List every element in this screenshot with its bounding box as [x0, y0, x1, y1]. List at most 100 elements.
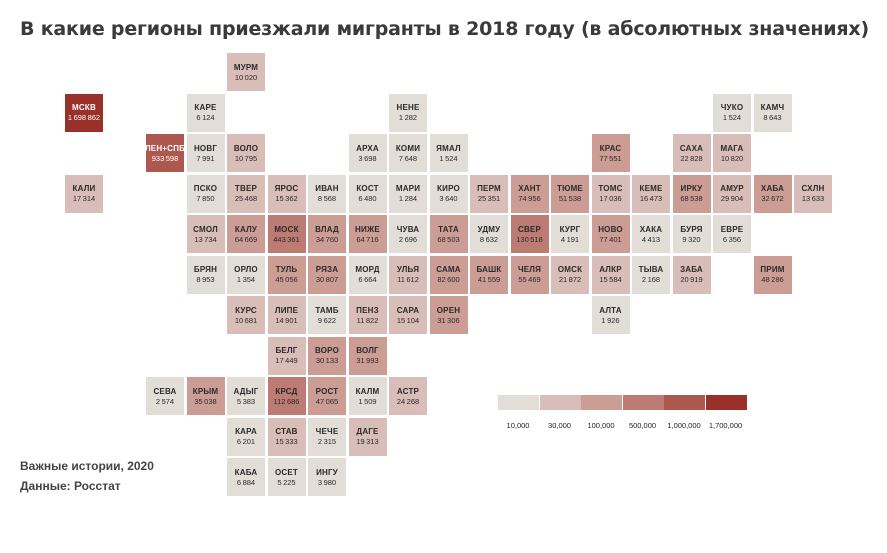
region-tile-нене: НЕНЕ 1 282 [389, 93, 427, 132]
region-tile-кара: КАРА 6 201 [227, 417, 265, 456]
region-code: САХА [679, 143, 704, 153]
region-value: 1 926 [601, 315, 620, 325]
region-code: САМА [436, 265, 461, 274]
region-value: 31 993 [356, 356, 379, 365]
region-value: 130 518 [516, 234, 543, 244]
region-code: МОРД [355, 265, 380, 274]
region-value: 2 574 [155, 396, 175, 406]
region-code: ОМСК [557, 265, 583, 274]
region-value: 6 884 [236, 477, 256, 487]
region-value: 1 354 [236, 275, 256, 284]
region-value: 77 551 [599, 153, 622, 163]
region-value: 30 133 [315, 356, 339, 365]
legend-swatch [581, 395, 622, 410]
region-code: ВОРО [314, 346, 340, 355]
region-value: 25 468 [234, 194, 258, 203]
region-value: 4 191 [560, 234, 580, 244]
region-value: 21 872 [558, 275, 582, 284]
region-value: 35 038 [194, 396, 217, 406]
region-tile-пенз: ПЕНЗ 11 822 [348, 296, 387, 334]
region-code: ПЕРМ [477, 184, 501, 193]
region-code: ЯРОС [274, 184, 299, 193]
region-value: 32 672 [761, 194, 784, 203]
region-code: НОВО [598, 224, 623, 234]
region-code: БРЯН [193, 265, 218, 274]
region-code: МУРМ [233, 62, 259, 72]
region-tile-иван: ИВАН 8 568 [308, 174, 346, 213]
region-value: 6 356 [722, 234, 742, 244]
region-value: 7 991 [196, 153, 215, 163]
region-code: ЧУВА [396, 224, 420, 234]
region-tile-твер: ТВЕР 25 468 [227, 174, 265, 213]
region-tile-став: СТАВ 15 333 [267, 417, 306, 456]
region-tile-удму: УДМУ 8 632 [470, 215, 508, 253]
region-tile-кост: КОСТ 6 480 [348, 174, 387, 213]
region-value: 15 362 [275, 194, 298, 203]
region-value: 16 473 [639, 194, 663, 203]
region-code: ОРЛО [234, 265, 258, 274]
region-value: 17 036 [599, 194, 622, 203]
region-value: 2 696 [398, 234, 418, 244]
region-code: НЕНЕ [396, 103, 420, 112]
region-tile-мскв: МСКВ 1 698 862 [65, 93, 103, 132]
region-value: 9 320 [682, 234, 701, 244]
region-value: 6 201 [236, 437, 256, 446]
region-tile-кург: КУРГ 4 191 [551, 215, 589, 253]
legend-label: 500,000 [628, 421, 657, 430]
region-value: 41 559 [477, 275, 501, 284]
region-code: СМОЛ [193, 224, 218, 234]
region-tile-воро: ВОРО 30 133 [308, 336, 346, 375]
region-code: МАРИ [395, 184, 421, 193]
region-tile-сева: СЕВА 2 574 [146, 377, 184, 415]
region-value: 55 469 [518, 275, 541, 284]
region-code: КУРС [235, 305, 257, 315]
region-code: КРЫМ [192, 386, 219, 396]
region-value: 15 333 [275, 437, 298, 446]
region-code: СХЛН [801, 184, 825, 193]
region-tile-моск: МОСК 443 361 [267, 215, 306, 253]
legend-swatch [664, 395, 705, 410]
region-tile-крым: КРЫМ 35 038 [186, 377, 225, 415]
region-tile-мари: МАРИ 1 284 [389, 174, 427, 213]
region-code: КРАС [599, 143, 622, 153]
region-code: ВЛАД [315, 224, 339, 234]
region-tile-пско: ПСКО 7 850 [186, 174, 225, 213]
region-tile-прим: ПРИМ 48 286 [753, 255, 792, 294]
region-tile-сама: САМА 82 600 [429, 255, 468, 294]
region-value: 5 225 [277, 477, 296, 487]
region-code: КАРА [235, 427, 257, 436]
region-value: 8 953 [196, 275, 215, 284]
region-tile-крас: КРАС 77 551 [591, 134, 630, 172]
region-code: КАБА [234, 467, 258, 477]
region-value: 1 524 [439, 153, 458, 163]
region-code: КОМИ [395, 143, 421, 153]
region-tile-киро: КИРО 3 640 [429, 174, 468, 213]
region-tile-ниже: НИЖЕ 64 716 [348, 215, 387, 253]
region-value: 8 568 [317, 194, 337, 203]
region-value: 68 538 [680, 194, 703, 203]
region-value: 30 807 [315, 275, 339, 284]
region-code: КУРГ [559, 224, 581, 234]
region-code: БЕЛГ [275, 346, 298, 355]
region-value: 1 509 [358, 396, 377, 406]
region-value: 24 268 [396, 396, 420, 406]
region-code: ХАБА [760, 184, 785, 193]
legend-label: 1,700,000 [708, 421, 743, 430]
region-code: КАМЧ [760, 103, 785, 112]
region-code: КАЛМ [355, 386, 380, 396]
region-value: 45 056 [275, 275, 298, 284]
legend-swatch [705, 395, 747, 410]
region-tile-рост: РОСТ 47 065 [308, 377, 346, 415]
region-value: 1 698 862 [67, 113, 101, 122]
region-code: ТАМБ [315, 305, 339, 315]
region-value: 9 622 [317, 315, 337, 325]
region-tile-арха: АРХА 3 698 [348, 134, 387, 172]
region-tile-ряза: РЯЗА 30 807 [308, 255, 346, 294]
region-tile-морд: МОРД 6 664 [348, 255, 387, 294]
region-value: 22 828 [680, 153, 703, 163]
region-tile-ямал: ЯМАЛ 1 524 [429, 134, 468, 172]
region-tile-брян: БРЯН 8 953 [186, 255, 225, 294]
region-value: 17 314 [72, 194, 96, 203]
region-value: 6 480 [358, 194, 377, 203]
region-code: КАЛИ [72, 184, 96, 193]
